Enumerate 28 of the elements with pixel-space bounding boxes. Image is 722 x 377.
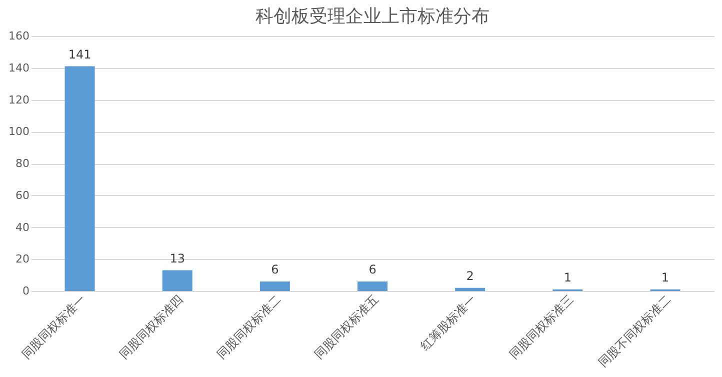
data-label: 141 [68, 47, 92, 62]
x-tick-label: 同股同权标准三 [506, 292, 576, 362]
y-tick-label: 140 [8, 61, 30, 74]
x-tick-label: 同股同权标准二 [214, 292, 284, 362]
y-tick-label: 80 [16, 157, 30, 170]
bar [260, 281, 290, 291]
data-label: 13 [170, 251, 185, 266]
y-tick-label: 0 [22, 284, 30, 298]
data-label: 1 [661, 270, 670, 284]
y-tick-label: 40 [16, 220, 30, 234]
x-tick-label: 同股同权标准四 [116, 292, 186, 362]
bar [455, 288, 486, 291]
chart-title: 科创板受理企业上市标准分布 [256, 6, 490, 27]
data-label: 6 [368, 262, 376, 276]
bar [358, 281, 388, 291]
y-tick-label: 100 [8, 125, 30, 138]
data-label: 6 [271, 262, 279, 276]
bar [64, 66, 95, 291]
x-tick-label: 同股不同权标准二 [596, 292, 674, 370]
y-tick-label: 160 [8, 30, 30, 42]
data-label: 1 [564, 270, 572, 284]
x-tick-label: 同股同权标准五 [312, 292, 381, 362]
data-label: 2 [466, 268, 474, 283]
x-tick-label: 红筹股标准一 [418, 292, 479, 353]
y-tick-label: 120 [8, 93, 30, 106]
y-tick-label: 20 [16, 252, 30, 266]
bar [162, 270, 192, 291]
y-tick-label: 60 [16, 188, 30, 202]
